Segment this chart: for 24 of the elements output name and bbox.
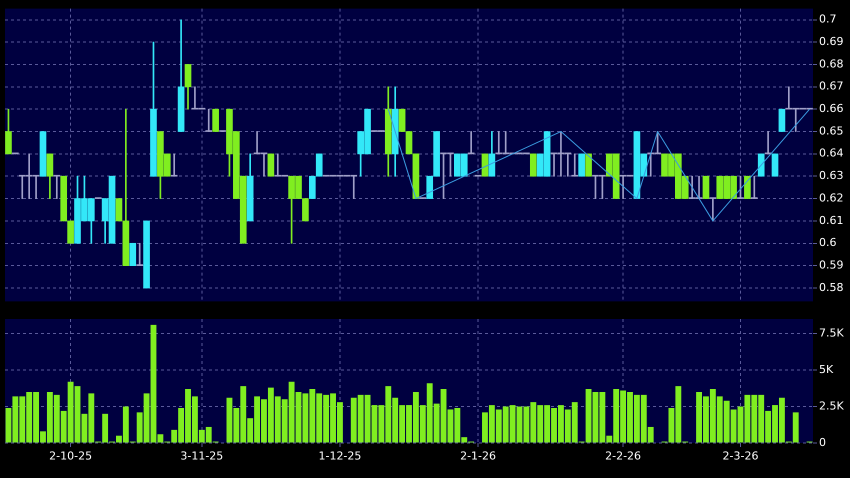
- y-tick-label: 2.5K: [819, 399, 844, 412]
- y-tick-label: 0.63: [819, 169, 844, 182]
- y-tick-label: 0.68: [819, 57, 844, 70]
- x-tick-label: 2-10-25: [49, 449, 92, 462]
- y-tick-label: 0.61: [819, 214, 844, 227]
- y-tick-label: 0.7: [819, 12, 836, 26]
- y-tick-label: 0.67: [819, 80, 844, 93]
- y-tick-label: 0.59: [819, 258, 844, 272]
- x-tick-label: 2-3-26: [722, 449, 758, 462]
- y-tick-label: 0.65: [819, 124, 844, 138]
- x-tick-label: 2-2-26: [605, 449, 642, 462]
- y-tick-label: 0: [819, 436, 826, 449]
- y-tick-label: 5K: [819, 362, 834, 376]
- y-tick-label: 0.58: [819, 280, 844, 294]
- y-tick-label: 7.5K: [819, 326, 844, 340]
- y-tick-label: 0.66: [819, 102, 844, 116]
- y-tick-label: 0.64: [819, 146, 844, 160]
- x-tick-label: 1-12-25: [318, 449, 362, 462]
- y-tick-label: 0.6: [819, 236, 836, 250]
- y-tick-label: 0.62: [819, 191, 844, 204]
- y-tick-label: 0.69: [819, 34, 844, 48]
- x-tick-label: 3-11-25: [180, 449, 224, 462]
- candlestick: [737, 176, 744, 199]
- x-tick-label: 2-1-26: [460, 449, 496, 462]
